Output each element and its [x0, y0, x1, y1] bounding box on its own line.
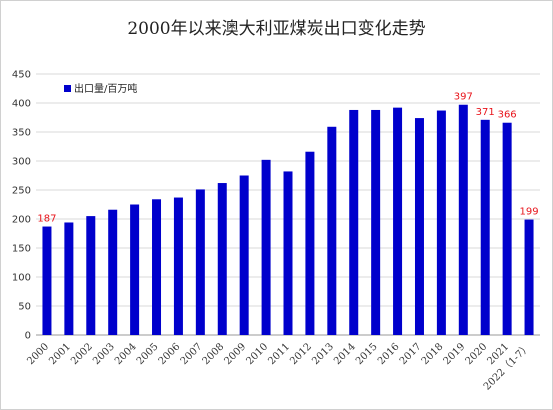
bar [283, 171, 293, 335]
bar [393, 107, 403, 335]
data-label: 187 [37, 214, 56, 225]
y-tick-label: 50 [18, 302, 31, 313]
x-tick-label: 2006 [157, 341, 183, 367]
bar [42, 226, 52, 335]
x-tick-label: 2016 [376, 341, 402, 367]
x-tick-label: 2018 [420, 341, 446, 367]
x-tick-label: 2015 [354, 341, 380, 367]
bar [327, 126, 337, 335]
bar [349, 109, 359, 336]
bar [86, 216, 96, 335]
bar [195, 189, 205, 335]
bar [152, 199, 162, 335]
x-tick-label: 2002 [69, 341, 95, 367]
x-tick-label: 2003 [91, 341, 117, 367]
x-tick-label: 2019 [442, 341, 468, 367]
bar [217, 183, 227, 335]
x-tick-label: 2020 [464, 341, 490, 367]
y-tick-label: 100 [12, 273, 31, 284]
bar [458, 104, 468, 336]
legend-swatch [64, 85, 71, 92]
y-tick-label: 450 [12, 70, 31, 81]
bar [64, 222, 74, 335]
bar [414, 118, 424, 335]
bar [524, 219, 534, 335]
bar [108, 209, 118, 335]
bar [305, 151, 315, 335]
chart-title: 2000年以来澳大利亚煤炭出口变化走势 [127, 19, 426, 39]
y-tick-label: 0 [25, 331, 31, 342]
y-tick-label: 150 [12, 244, 31, 255]
bar [173, 197, 183, 335]
x-tick-label: 2012 [288, 341, 314, 367]
x-tick-label: 2010 [244, 341, 270, 367]
x-tick-label: 2009 [223, 341, 249, 367]
data-label: 397 [454, 92, 473, 103]
bar [261, 159, 271, 335]
data-label: 371 [476, 107, 495, 118]
x-tick-label: 2017 [398, 341, 424, 367]
bar [130, 204, 140, 335]
y-tick-label: 200 [12, 215, 31, 226]
x-tick-label: 2005 [135, 341, 161, 367]
y-tick-label: 250 [12, 186, 31, 197]
bar [480, 119, 490, 335]
x-tick-label: 2013 [310, 341, 336, 367]
data-label: 199 [519, 207, 538, 218]
bar [436, 110, 446, 335]
legend-label: 出口量/百万吨 [74, 82, 137, 95]
x-tick-label: 2000 [25, 341, 51, 367]
x-tick-label: 2007 [179, 341, 205, 367]
x-tick-label: 2014 [332, 341, 358, 367]
y-tick-label: 300 [12, 157, 31, 168]
x-tick-label: 2001 [47, 341, 73, 367]
x-tick-label: 2004 [113, 341, 139, 367]
x-tick-label: 2011 [266, 341, 292, 367]
y-tick-label: 350 [12, 128, 31, 139]
data-label: 366 [498, 110, 517, 121]
x-tick-label: 2008 [201, 341, 227, 367]
bar [371, 109, 381, 336]
bar [239, 175, 249, 335]
y-tick-label: 400 [12, 99, 31, 110]
bar [502, 122, 512, 335]
